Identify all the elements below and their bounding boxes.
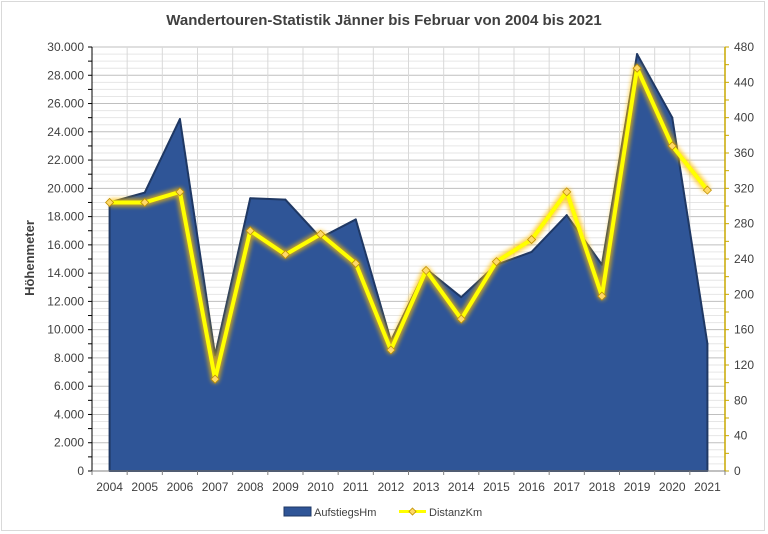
area-point-2014 (460, 296, 463, 299)
x-tick-label: 2018 (589, 480, 616, 494)
x-tick-label: 2006 (167, 480, 194, 494)
line-distanzkm (109, 66, 709, 382)
y-tick-label: 22.000 (47, 153, 84, 167)
x-tick-label: 2015 (483, 480, 510, 494)
tick-labels: 0 2.000 4.000 6.000 8.000 10.000 12.000 14.000 1… (47, 40, 754, 494)
x-tick-label: 2008 (237, 480, 264, 494)
area-point-2019 (636, 53, 639, 56)
line-marker-2021 (702, 185, 712, 195)
legend: AufstiegsHm DistanzKm (283, 506, 482, 519)
line-marker-2010 (316, 229, 326, 239)
y2-tick-label: 440 (734, 75, 754, 89)
y-tick-label: 10.000 (47, 323, 84, 337)
area-point-2006 (178, 118, 181, 121)
x-tick-label: 2019 (624, 480, 651, 494)
y2-tick-label: 120 (734, 358, 754, 372)
area-point-2009 (284, 198, 287, 201)
x-tick-label: 2005 (131, 480, 158, 494)
y-tick-label: 20.000 (47, 181, 84, 195)
line-marker-2018 (597, 291, 607, 301)
line-marker-2013 (421, 265, 431, 276)
legend-marker-distanzkm (408, 507, 417, 516)
area-point-2005 (143, 191, 146, 194)
x-tick-label: 2021 (694, 480, 721, 494)
line-marker-2009 (280, 250, 290, 260)
x-tick-label: 2013 (413, 480, 440, 494)
y2-tick-label: 200 (734, 287, 754, 301)
x-tick-label: 2017 (553, 480, 580, 494)
y-tick-label: 4.000 (54, 407, 84, 421)
y-axis-label: Höhenmeter (22, 220, 37, 296)
line-series (105, 63, 712, 384)
line-marker-2006 (175, 187, 185, 197)
y2-tick-label: 240 (734, 252, 754, 266)
line-marker-2004 (105, 197, 115, 208)
line-marker-2007 (210, 374, 220, 384)
axes (88, 46, 729, 475)
y-tick-label: 0 (77, 464, 84, 478)
y2-tick-label: 480 (734, 40, 754, 54)
line-marker-2019 (632, 63, 642, 73)
y-tick-label: 12.000 (47, 294, 84, 308)
x-tick-label: 2012 (378, 480, 405, 494)
area-point-2021 (706, 342, 709, 345)
area-point-2016 (530, 250, 533, 253)
x-tick-label: 2020 (659, 480, 686, 494)
line-marker-2012 (386, 345, 396, 355)
line-marker-2008 (245, 226, 255, 236)
y-tick-label: 8.000 (54, 351, 84, 365)
area-point-2008 (249, 197, 252, 200)
legend-swatch-aufstiegshm (283, 506, 312, 517)
line-marker-2011 (351, 258, 361, 268)
y-tick-label: 14.000 (47, 266, 84, 280)
y-tick-label: 16.000 (47, 238, 84, 252)
y2-tick-label: 400 (734, 111, 754, 125)
legend-label-aufstiegshm: AufstiegsHm (314, 507, 376, 519)
area-point-2011 (354, 218, 357, 221)
y-tick-label: 26.000 (47, 97, 84, 111)
x-tick-label: 2007 (202, 480, 229, 494)
y2-tick-label: 0 (734, 464, 741, 478)
y-tick-label: 6.000 (54, 379, 84, 393)
y2-tick-label: 320 (734, 181, 754, 195)
x-tick-label: 2014 (448, 480, 475, 494)
line-marker-2014 (456, 314, 466, 324)
line-marker-2005 (140, 197, 150, 208)
y-tick-label: 2.000 (54, 436, 84, 450)
line-marker-2020 (667, 141, 677, 151)
area-point-2018 (600, 263, 603, 266)
y2-tick-label: 160 (734, 323, 754, 337)
chart-title: Wandertouren-Statistik Jänner bis Februa… (166, 12, 601, 29)
x-tick-label: 2011 (343, 480, 369, 494)
y2-tick-label: 40 (734, 429, 748, 443)
line-marker-2017 (562, 187, 572, 197)
line-marker-2015 (491, 257, 501, 267)
y2-tick-label: 80 (734, 393, 748, 407)
x-tick-label: 2010 (307, 480, 334, 494)
area-point-2020 (671, 116, 674, 119)
x-tick-label: 2004 (96, 480, 123, 494)
line-marker-2016 (527, 235, 537, 245)
y-tick-label: 18.000 (47, 210, 84, 224)
legend-label-distanzkm: DistanzKm (429, 507, 482, 519)
y2-tick-label: 360 (734, 146, 754, 160)
y-tick-label: 24.000 (47, 125, 84, 139)
y-tick-label: 28.000 (47, 68, 84, 82)
x-tick-label: 2009 (272, 480, 299, 494)
y-tick-label: 30.000 (47, 40, 84, 54)
area-point-2017 (565, 214, 568, 217)
y2-tick-label: 280 (734, 217, 754, 231)
x-tick-label: 2016 (518, 480, 545, 494)
